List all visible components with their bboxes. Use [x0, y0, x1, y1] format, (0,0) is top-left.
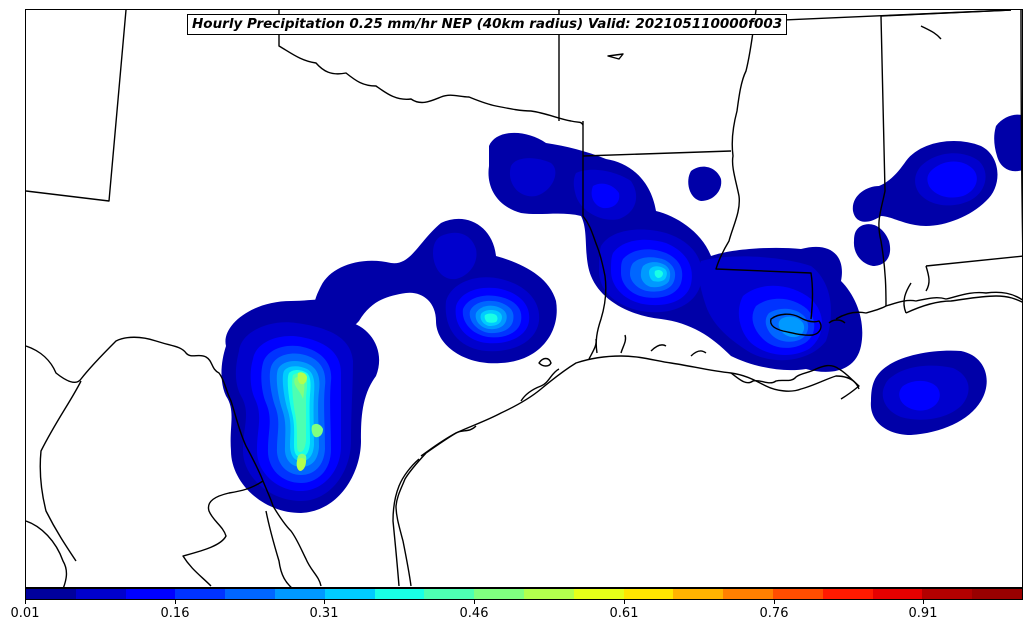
- texas-lake: [538, 357, 552, 367]
- colorbar-tick-label: 0.46: [459, 606, 489, 621]
- mexico-state-lines-2: [182, 480, 264, 587]
- state-line-al-fl: [925, 255, 1022, 267]
- state-line-al-ga: [1020, 10, 1022, 244]
- texas-barrier-islands: [392, 458, 420, 587]
- colorbar-cell: [75, 589, 126, 599]
- colorbar: [25, 588, 1023, 600]
- colorbar-cell: [324, 589, 375, 599]
- ga-river: [920, 25, 942, 40]
- precip-blob-central-texas: [313, 218, 557, 364]
- colorbar-tick: [474, 600, 475, 604]
- colorbar-cell: [822, 589, 873, 599]
- texas-bay-2: [520, 368, 560, 402]
- precip-blobs: [221, 114, 1022, 513]
- arkansas-lake: [607, 53, 624, 60]
- colorbar-tick-label: 0.76: [759, 606, 789, 621]
- colorbar-tick-label: 0.91: [908, 606, 938, 621]
- texas-coast: [395, 355, 860, 587]
- colorbar-tick: [175, 600, 176, 604]
- al-fl-line-2: [925, 265, 930, 292]
- colorbar-tick: [923, 600, 924, 604]
- colorbar-cell: [872, 589, 923, 599]
- marsh-detail-3: [650, 344, 667, 352]
- colorbar-cell: [972, 589, 1022, 599]
- state-line-ms-al: [878, 15, 887, 307]
- colorbar-tick: [624, 600, 625, 604]
- colorbar-cell: [673, 589, 724, 599]
- colorbar-tick: [774, 600, 775, 604]
- colorbar-cell: [274, 589, 325, 599]
- fl-panhandle-coast: [905, 295, 1022, 314]
- colorbar-cell: [225, 589, 275, 599]
- mexico-state-lines: [39, 380, 82, 562]
- precip-blob-south-texas: [221, 299, 380, 513]
- mexico-state-lines-4: [265, 510, 292, 587]
- colorbar-cell: [573, 589, 624, 599]
- colorbar-cell: [424, 589, 475, 599]
- mexico-border: [26, 336, 322, 587]
- colorbar-tick-label: 0.61: [609, 606, 639, 621]
- colorbar-cell: [175, 589, 226, 599]
- colorbar-cell: [922, 589, 973, 599]
- mississippi-river: [715, 10, 814, 320]
- colorbar-tick-label: 0.16: [160, 606, 190, 621]
- lake-pontchartrain: [828, 319, 846, 324]
- colorbar-cell: [523, 589, 574, 599]
- state-line-ar-la: [582, 150, 732, 157]
- colorbar-cell: [772, 589, 823, 599]
- colorbar-cell: [26, 589, 76, 599]
- louisiana-lakes: [769, 313, 822, 336]
- colorbar-cell: [723, 589, 773, 599]
- marsh-detail-4: [690, 350, 707, 357]
- mexico-state-lines-3: [26, 520, 68, 587]
- louisiana-coast: [730, 364, 860, 400]
- colorbar-cell: [474, 589, 524, 599]
- colorbar-tick: [25, 600, 26, 604]
- map-canvas: [26, 10, 1022, 587]
- colorbar-tick-label: 0.31: [309, 606, 339, 621]
- ms-coast: [835, 291, 1022, 320]
- marsh-detail-2: [620, 334, 627, 354]
- texas-bay-1: [420, 425, 477, 457]
- precip-blob-mississippi: [852, 114, 1022, 435]
- map-title: Hourly Precipitation 0.25 mm/hr NEP (40k…: [187, 14, 788, 35]
- al-coast: [903, 282, 912, 314]
- precip-blob-northeast-texas: [488, 132, 863, 372]
- colorbar-cell: [374, 589, 425, 599]
- colorbar-cell: [125, 589, 176, 599]
- state-line-tx-ar: [582, 121, 607, 354]
- colorbar-tick: [324, 600, 325, 604]
- colorbar-cell: [623, 589, 674, 599]
- map-area: [25, 9, 1023, 588]
- marsh-detail-1: [588, 338, 597, 360]
- red-river: [278, 10, 584, 126]
- state-line-nm-az: [26, 10, 127, 202]
- colorbar-tick-label: 0.01: [10, 606, 40, 621]
- tn-line: [880, 10, 1012, 17]
